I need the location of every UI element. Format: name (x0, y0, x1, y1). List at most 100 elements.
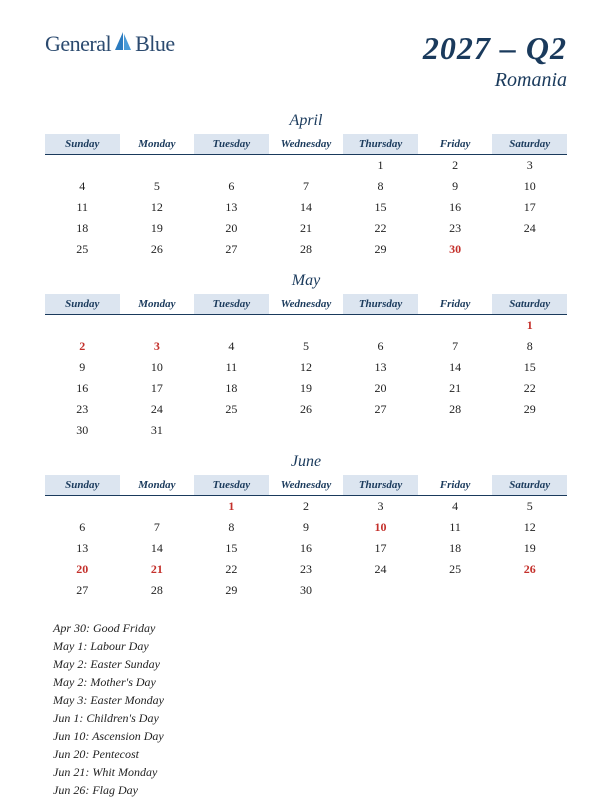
calendar-day (45, 496, 120, 518)
calendar-day: 8 (343, 176, 418, 197)
weekday-header: Saturday (492, 475, 567, 496)
calendar-day: 1 (194, 496, 269, 518)
calendar-day: 24 (120, 399, 195, 420)
weekday-header: Saturday (492, 134, 567, 155)
calendar-day: 7 (269, 176, 344, 197)
calendar-day: 29 (343, 239, 418, 260)
header: General Blue 2027 – Q2 Romania (45, 30, 567, 92)
calendar-day: 27 (194, 239, 269, 260)
calendar-day: 23 (418, 218, 493, 239)
holiday-entry: May 1: Labour Day (53, 637, 567, 655)
holiday-entry: Jun 21: Whit Monday (53, 763, 567, 781)
calendar-day: 20 (45, 559, 120, 580)
calendar-day: 2 (418, 155, 493, 177)
calendar-day (492, 420, 567, 441)
calendar-day: 4 (418, 496, 493, 518)
calendar-day (418, 580, 493, 601)
calendar-container: April SundayMondayTuesdayWednesdayThursda… (45, 112, 567, 601)
calendar-day: 7 (120, 517, 195, 538)
calendar-day: 4 (194, 336, 269, 357)
calendar-day: 25 (194, 399, 269, 420)
calendar-day (120, 155, 195, 177)
calendar-day: 30 (269, 580, 344, 601)
calendar-day (120, 496, 195, 518)
weekday-header: Wednesday (269, 475, 344, 496)
calendar-day: 22 (492, 378, 567, 399)
holiday-entry: Jun 26: Flag Day (53, 781, 567, 799)
weekday-header: Monday (120, 475, 195, 496)
calendar-day: 2 (269, 496, 344, 518)
calendar-day (269, 155, 344, 177)
calendar-day: 22 (194, 559, 269, 580)
calendar-day: 14 (269, 197, 344, 218)
calendar-day: 8 (492, 336, 567, 357)
calendar-day: 6 (45, 517, 120, 538)
weekday-header: Sunday (45, 475, 120, 496)
title-block: 2027 – Q2 Romania (423, 30, 567, 92)
calendar-day (45, 155, 120, 177)
holiday-list: Apr 30: Good FridayMay 1: Labour DayMay … (45, 619, 567, 799)
calendar-day: 17 (343, 538, 418, 559)
calendar-day: 9 (269, 517, 344, 538)
calendar-day: 2 (45, 336, 120, 357)
weekday-header: Friday (418, 134, 493, 155)
calendar-table: SundayMondayTuesdayWednesdayThursdayFrid… (45, 134, 567, 260)
month-block: April SundayMondayTuesdayWednesdayThursda… (45, 112, 567, 260)
weekday-header: Thursday (343, 475, 418, 496)
calendar-day: 3 (492, 155, 567, 177)
calendar-day: 17 (492, 197, 567, 218)
calendar-day: 18 (194, 378, 269, 399)
calendar-day: 30 (45, 420, 120, 441)
calendar-day: 25 (418, 559, 493, 580)
calendar-day: 28 (120, 580, 195, 601)
calendar-day (492, 580, 567, 601)
weekday-header: Wednesday (269, 134, 344, 155)
month-name: April (45, 112, 567, 130)
logo: General Blue (45, 30, 175, 57)
calendar-day: 26 (269, 399, 344, 420)
calendar-day: 11 (194, 357, 269, 378)
calendar-day (492, 239, 567, 260)
calendar-day: 31 (120, 420, 195, 441)
year-quarter: 2027 – Q2 (423, 30, 567, 67)
holiday-entry: May 2: Mother's Day (53, 673, 567, 691)
calendar-day: 29 (492, 399, 567, 420)
month-name: May (45, 272, 567, 290)
weekday-header: Sunday (45, 134, 120, 155)
weekday-header: Monday (120, 294, 195, 315)
calendar-day: 17 (120, 378, 195, 399)
calendar-day: 19 (269, 378, 344, 399)
calendar-day: 24 (343, 559, 418, 580)
calendar-day: 22 (343, 218, 418, 239)
calendar-day: 12 (492, 517, 567, 538)
calendar-day: 26 (492, 559, 567, 580)
calendar-day: 6 (343, 336, 418, 357)
calendar-day: 11 (418, 517, 493, 538)
calendar-day: 28 (418, 399, 493, 420)
weekday-header: Friday (418, 294, 493, 315)
calendar-day: 18 (418, 538, 493, 559)
calendar-day (194, 420, 269, 441)
calendar-day: 9 (418, 176, 493, 197)
calendar-day (120, 315, 195, 337)
holiday-entry: Jun 1: Children's Day (53, 709, 567, 727)
calendar-day: 3 (343, 496, 418, 518)
calendar-day (194, 155, 269, 177)
holiday-entry: May 2: Easter Sunday (53, 655, 567, 673)
calendar-day: 13 (343, 357, 418, 378)
calendar-day: 18 (45, 218, 120, 239)
calendar-day: 10 (120, 357, 195, 378)
calendar-day: 20 (194, 218, 269, 239)
holiday-entry: Jun 10: Ascension Day (53, 727, 567, 745)
calendar-day: 5 (492, 496, 567, 518)
calendar-day: 21 (120, 559, 195, 580)
calendar-day: 11 (45, 197, 120, 218)
month-block: JuneSundayMondayTuesdayWednesdayThursday… (45, 453, 567, 601)
calendar-day: 15 (492, 357, 567, 378)
calendar-day: 12 (120, 197, 195, 218)
calendar-day: 15 (194, 538, 269, 559)
calendar-day: 23 (269, 559, 344, 580)
weekday-header: Friday (418, 475, 493, 496)
calendar-day: 27 (45, 580, 120, 601)
calendar-day (269, 315, 344, 337)
